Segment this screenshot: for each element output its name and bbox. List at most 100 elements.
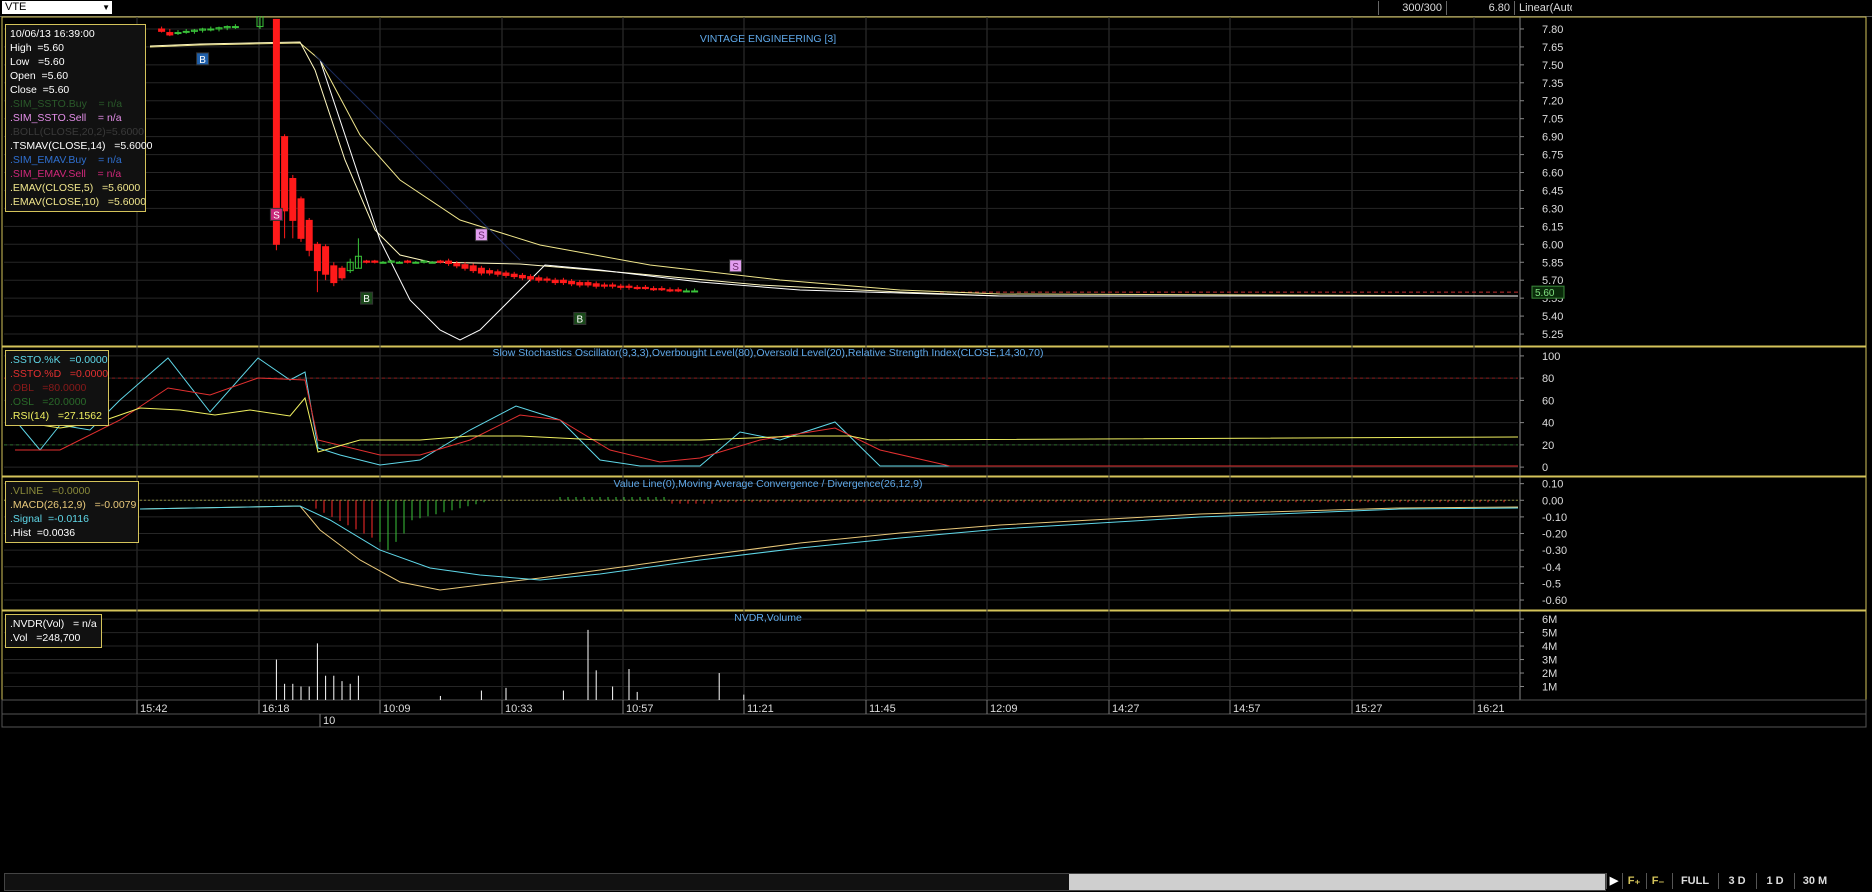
price-tooltip-line: .SIM_EMAV.Buy = n/a <box>10 154 122 166</box>
time-tick-label: 14:27 <box>1112 703 1140 715</box>
candle-body <box>609 284 617 287</box>
price-axis-label: 6.60 <box>1542 168 1563 180</box>
signal-label: S <box>478 231 485 242</box>
top-toolbar: VTE ▼ 300/300 6.80 Linear(Auto <box>0 0 1872 17</box>
osc-axis-label: 100 <box>1542 351 1560 363</box>
scrollbar-thumb[interactable] <box>1069 874 1605 890</box>
macd-axis-label: -0.4 <box>1542 562 1561 574</box>
macd-axis-label: -0.10 <box>1542 512 1567 524</box>
osc-axis-label: 20 <box>1542 440 1554 452</box>
price-axis-label: 6.90 <box>1542 132 1563 144</box>
period-3d-button[interactable]: 3 D <box>1718 873 1755 889</box>
candle-body <box>223 26 231 29</box>
price-axis-label: 7.50 <box>1542 60 1563 72</box>
chevron-down-icon[interactable]: ▼ <box>102 3 110 12</box>
candle-body <box>494 271 502 275</box>
candle-body <box>313 243 321 272</box>
volume-tooltip: .NVDR(Vol) = n/a .Vol =248,700 <box>5 614 102 648</box>
macd-axis-label: -0.60 <box>1542 595 1567 607</box>
vol-axis-label: 2M <box>1542 668 1557 680</box>
candle-body <box>256 16 264 28</box>
candle-body <box>477 267 485 274</box>
last-price-tag <box>1531 285 1565 299</box>
ssto-k-line <box>14 357 1518 467</box>
signal-label: B <box>576 314 583 325</box>
price-panel-title: VINTAGE ENGINEERING [3] <box>700 33 836 45</box>
candle-body <box>395 261 403 264</box>
scale-mode-select[interactable]: Linear(Auto <box>1514 1 1572 15</box>
candle-body <box>387 260 395 263</box>
price-axis-label: 6.15 <box>1542 221 1563 233</box>
macd-tooltip: .VLINE =0.0000 .MACD(26,12,9) =-0.0079 .Si… <box>5 481 139 543</box>
osc-tooltip-line: .RSI(14) =27.1562 <box>10 410 102 422</box>
zoom-in-icon[interactable]: F₊ <box>1622 873 1645 889</box>
candle-body <box>527 276 535 280</box>
last-price-tag-label: 5.60 <box>1535 288 1555 299</box>
price-axis-label: 5.85 <box>1542 257 1563 269</box>
candle-body <box>363 260 371 263</box>
candle-body <box>691 290 699 293</box>
candle-body <box>207 28 215 31</box>
candle-body <box>568 280 576 285</box>
signal-label: S <box>732 262 739 273</box>
time-tick-label: 15:42 <box>140 703 168 715</box>
signal-label: B <box>363 294 370 305</box>
horizontal-scrollbar[interactable] <box>4 873 1606 891</box>
price-axis-label: 7.20 <box>1542 96 1563 108</box>
macd-axis-label: 0.10 <box>1542 479 1563 491</box>
time-tick-label: 10:33 <box>505 703 533 715</box>
candle-body <box>330 265 338 284</box>
price-tooltip-line: 10/06/13 16:39:00 <box>10 28 95 40</box>
price-axis-label: 7.65 <box>1542 42 1563 54</box>
candle-body <box>428 261 436 264</box>
rsi-line <box>14 396 1519 453</box>
price-tooltip-line: Close =5.60 <box>10 84 70 96</box>
time-tick-label: 10:09 <box>383 703 411 715</box>
panel-macd-frame <box>1 476 1867 611</box>
signal-marker-s <box>474 228 488 242</box>
vol-axis-label: 5M <box>1542 628 1557 640</box>
candle-body <box>518 274 526 279</box>
candle-body <box>420 260 428 263</box>
signal-label: S <box>273 210 280 221</box>
candle-body <box>674 289 682 292</box>
period-full-button[interactable]: FULL <box>1672 873 1717 889</box>
macd-tooltip-line: .VLINE =0.0000 <box>10 485 91 497</box>
period-30m-button[interactable]: 30 M <box>1794 873 1835 889</box>
time-tick-label: 14:57 <box>1233 703 1261 715</box>
signal-marker-s <box>269 207 283 221</box>
price-axis-label: 5.40 <box>1542 311 1563 323</box>
macd-axis-label: -0.30 <box>1542 545 1567 557</box>
ema5-line <box>149 41 1518 297</box>
vol-axis-label: 1M <box>1542 682 1557 694</box>
chart-canvas[interactable]: 15:42 16:18 10:09 10:33 10:57 11:21 11:45 12:09… <box>0 16 1872 870</box>
osc-tooltip: .SSTO.%K =0.0000 .SSTO.%D =0.0000 .OBL =80… <box>5 350 109 426</box>
vol-tooltip-line: .NVDR(Vol) = n/a <box>10 618 97 630</box>
price-axis-label: 7.35 <box>1542 78 1563 90</box>
price-axis-label: 6.45 <box>1542 185 1563 197</box>
candle-body <box>174 32 182 35</box>
candle-body <box>641 286 649 290</box>
signal-marker-b <box>573 311 587 325</box>
symbol-selector[interactable]: VTE ▼ <box>2 1 112 14</box>
candle-body <box>305 219 313 251</box>
macd-tooltip-line: .Hist =0.0036 <box>10 527 76 539</box>
candle-body <box>158 28 166 32</box>
candle-body <box>486 270 494 274</box>
scroll-right-icon[interactable]: ▶ <box>1606 873 1621 889</box>
bars-count: 300/300 <box>1378 1 1446 15</box>
panel-osc-frame <box>1 346 1867 477</box>
period-1d-button[interactable]: 1 D <box>1756 873 1793 889</box>
signal-marker-s <box>729 259 743 273</box>
candle-body <box>272 18 280 245</box>
candle-body <box>469 265 477 272</box>
price-tooltip-line: .EMAV(CLOSE,10) =5.6000 <box>10 196 147 208</box>
date-marker-label: 10 <box>323 715 335 727</box>
bottom-bar: ▶ F₊ F₋ FULL 3 D 1 D 30 M <box>0 870 1872 892</box>
zoom-out-icon[interactable]: F₋ <box>1646 873 1669 889</box>
time-tick-label: 16:21 <box>1477 703 1505 715</box>
signal-label: B <box>199 55 206 66</box>
candle-body <box>535 277 543 281</box>
candle-body <box>199 28 207 31</box>
candle-body <box>445 260 453 264</box>
